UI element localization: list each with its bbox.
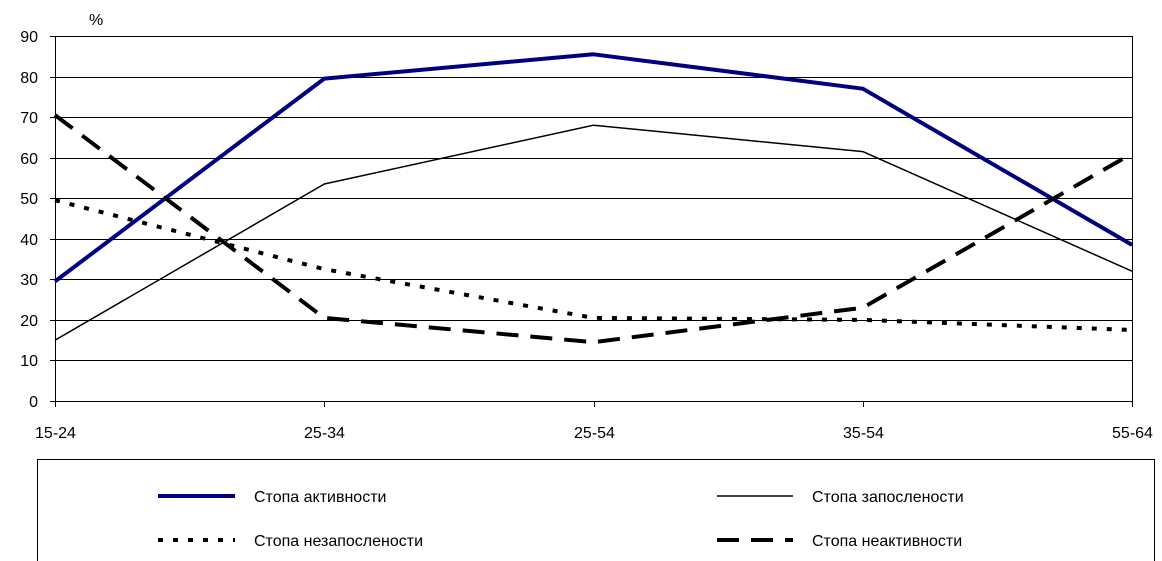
legend: Стопа активности Стопа запослености Стоп…	[37, 459, 1155, 561]
y-tick-label-60: 60	[20, 151, 38, 168]
legend-entry-employment: Стопа запослености	[717, 489, 964, 506]
legend-entry-inactivity: Стопа неактивности	[717, 533, 962, 550]
y-tick-label-50: 50	[20, 191, 38, 208]
y-tick-label-70: 70	[20, 110, 38, 127]
y-axis-tick-labels: 0 10 20 30 40 50 60 70 80 90	[20, 29, 38, 411]
legend-box	[37, 459, 1155, 561]
series-line-inactivity	[53, 113, 1133, 345]
series-line-activity	[53, 52, 1134, 283]
y-tick-label-10: 10	[20, 353, 38, 370]
y-tick-label-20: 20	[20, 313, 38, 330]
gridlines	[55, 36, 1132, 361]
x-tick-label-25-54: 25-54	[574, 425, 615, 442]
x-tick-label-25-34: 25-34	[304, 425, 345, 442]
legend-label-activity: Стопа активности	[254, 489, 386, 506]
y-tick-label-80: 80	[20, 70, 38, 87]
legend-label-employment: Стопа запослености	[812, 489, 964, 506]
y-axis-unit-label: %	[89, 12, 103, 29]
series-line-employment	[54, 124, 1133, 341]
x-tick-label-35-54: 35-54	[843, 425, 884, 442]
y-tick-label-0: 0	[29, 394, 38, 411]
legend-label-inactivity: Стопа неактивности	[812, 533, 962, 550]
legend-entry-unemployment: Стопа незапослености	[158, 533, 423, 550]
x-tick-label-15-24: 15-24	[35, 425, 76, 442]
x-axis-tick-labels: 15-24 25-34 25-54 35-54 55-64	[35, 425, 1153, 442]
y-tick-label-30: 30	[20, 272, 38, 289]
x-tick-label-55-64: 55-64	[1112, 425, 1153, 442]
y-tick-label-90: 90	[20, 29, 38, 46]
series-lines	[53, 52, 1134, 345]
y-tick-label-40: 40	[20, 232, 38, 249]
legend-label-unemployment: Стопа незапослености	[254, 533, 423, 550]
legend-entry-activity: Стопа активности	[158, 489, 386, 506]
